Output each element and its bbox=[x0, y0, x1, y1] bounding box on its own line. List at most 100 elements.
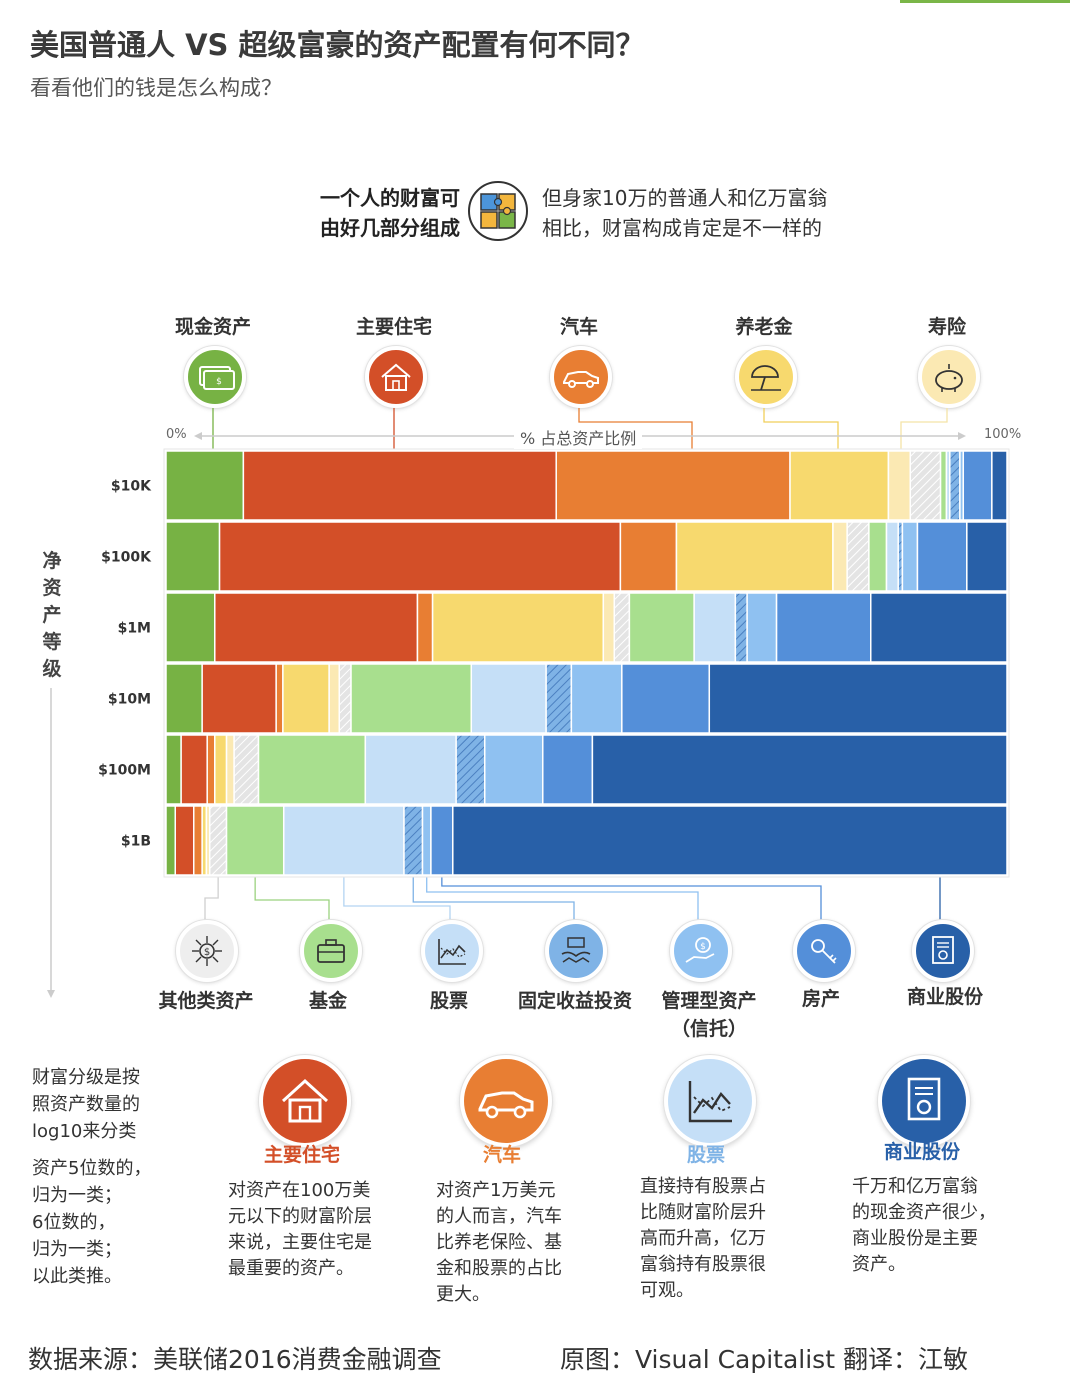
intro-text-line: 相比，财富构成肯定是不一样的 bbox=[542, 216, 822, 240]
note-line: 归为一类； bbox=[32, 1185, 122, 1206]
category-label-funds: 基金 bbox=[308, 990, 347, 1012]
category-label-car: 汽车 bbox=[559, 316, 598, 338]
bar-segment bbox=[338, 663, 352, 734]
intro-bold-line: 由好几部分组成 bbox=[320, 216, 460, 240]
bar-segment bbox=[962, 450, 993, 521]
intro-bold-line: 一个人的财富可 bbox=[320, 186, 460, 210]
connector-trust bbox=[426, 875, 699, 920]
axis-left-label: 0% bbox=[166, 427, 187, 442]
bar-segment bbox=[350, 663, 473, 734]
row-label: $10M bbox=[108, 692, 151, 708]
bar-segment bbox=[233, 734, 260, 805]
house-icon bbox=[259, 1055, 351, 1147]
annotation-body-car: 对资产1万美元 的人而言，汽车 比养老保险、基 金和股票的占比 更大。 bbox=[436, 1178, 606, 1308]
annotation-line: 比养老保险、基 bbox=[436, 1232, 562, 1253]
annotation-line: 千万和亿万富翁 bbox=[852, 1176, 978, 1197]
category-label-cash: 现金资产 bbox=[174, 316, 251, 338]
bar-segment bbox=[613, 592, 631, 663]
bar-segment bbox=[201, 663, 277, 734]
annotation-line: 富翁持有股票很 bbox=[640, 1254, 766, 1275]
classification-note: 财富分级是按 照资产数量的 log10来分类 资产5位数的， 归为一类； 6位数… bbox=[32, 1064, 202, 1290]
annotation-title-house: 主要住宅 bbox=[263, 1144, 340, 1166]
note-line: 资产5位数的， bbox=[32, 1158, 152, 1179]
bar-segment bbox=[214, 592, 419, 663]
keys-icon bbox=[793, 920, 855, 982]
bar-segment bbox=[165, 521, 221, 592]
bar-segment bbox=[431, 592, 605, 663]
connector-stocks bbox=[343, 875, 451, 920]
bar-segment bbox=[628, 592, 695, 663]
cash-icon: $ bbox=[184, 346, 246, 408]
row-label: $10K bbox=[111, 479, 152, 495]
intro-text-line: 但身家10万的普通人和亿万富翁 bbox=[542, 186, 828, 210]
note-line: 归为一类； bbox=[32, 1239, 122, 1260]
category-label-trust: 管理型资产（信托） bbox=[661, 990, 757, 1040]
intro-bold-text: 一个人的财富可 由好几部分组成 bbox=[270, 183, 460, 243]
bar-segment bbox=[165, 734, 182, 805]
bar-segment bbox=[901, 521, 919, 592]
bar-segment bbox=[870, 592, 1008, 663]
puzzle-icon bbox=[467, 180, 529, 242]
category-label-business: 商业股份 bbox=[906, 986, 983, 1008]
bar-segment bbox=[165, 450, 245, 521]
category-label-house: 主要住宅 bbox=[355, 316, 432, 338]
annotation-line: 直接持有股票占 bbox=[640, 1176, 766, 1197]
bar-segment bbox=[225, 805, 285, 876]
note-line: log10来分类 bbox=[32, 1121, 137, 1142]
category-label-other: 其他类资产 bbox=[158, 990, 254, 1012]
note-line: 照资产数量的 bbox=[32, 1094, 140, 1115]
bar-segment bbox=[966, 521, 1008, 592]
annotation-title-business: 商业股份 bbox=[883, 1141, 960, 1163]
bar-segment bbox=[206, 734, 216, 805]
bar-segment bbox=[746, 592, 778, 663]
category-label-life-insurance: 寿险 bbox=[927, 316, 966, 338]
note-line: 6位数的， bbox=[32, 1212, 116, 1233]
note-line: 财富分级是按 bbox=[32, 1067, 140, 1088]
connector-lines bbox=[204, 408, 948, 920]
bar-segment bbox=[416, 592, 434, 663]
piggy-bank-icon bbox=[918, 346, 980, 408]
category-label-pension: 养老金 bbox=[735, 316, 793, 338]
bar-segment bbox=[868, 521, 888, 592]
bar-segment bbox=[328, 663, 340, 734]
dollar-network-icon: $ bbox=[176, 920, 238, 982]
annotation-title-stocks: 股票 bbox=[686, 1144, 725, 1166]
bar-segment bbox=[591, 734, 1008, 805]
certificate-icon bbox=[878, 1055, 970, 1147]
row-label: $1M bbox=[118, 621, 151, 637]
row-label: $100K bbox=[101, 550, 152, 566]
y-axis-arrow bbox=[47, 990, 55, 998]
stock-chart-icon bbox=[421, 920, 483, 982]
bar-segment bbox=[708, 663, 1008, 734]
svg-text:$: $ bbox=[204, 947, 210, 958]
bar-segment bbox=[218, 521, 622, 592]
stock-chart-icon bbox=[664, 1055, 756, 1147]
bar-segment bbox=[452, 805, 1008, 876]
bar-segment bbox=[570, 663, 623, 734]
bar-segment bbox=[193, 805, 203, 876]
bar-segment bbox=[545, 663, 573, 734]
connector-pension bbox=[763, 408, 839, 451]
svg-text:$: $ bbox=[216, 377, 222, 387]
bar-segment bbox=[887, 450, 912, 521]
connector-funds bbox=[254, 875, 330, 920]
annotation-title-car: 汽车 bbox=[482, 1144, 521, 1166]
money-hands-icon bbox=[545, 920, 607, 982]
bar-segment bbox=[282, 805, 405, 876]
row-label: $1B bbox=[121, 834, 151, 850]
connector-other bbox=[204, 875, 219, 920]
category-label-real-estate: 房产 bbox=[801, 988, 840, 1010]
bar-segment bbox=[483, 734, 544, 805]
bar-segment bbox=[916, 521, 968, 592]
annotation-line: 商业股份是主要 bbox=[852, 1228, 978, 1249]
bar-segment bbox=[991, 450, 1008, 521]
bar-segment bbox=[846, 521, 870, 592]
connector-fixed-income bbox=[412, 875, 575, 920]
annotation-line: 的现金资产很少， bbox=[852, 1202, 996, 1223]
annotation-line: 的人而言，汽车 bbox=[436, 1206, 562, 1227]
bar-segment bbox=[257, 734, 367, 805]
bar-segment bbox=[225, 734, 235, 805]
page-subtitle: 看看他们的钱是怎么构成？ bbox=[30, 76, 282, 100]
bar-segment bbox=[165, 805, 177, 876]
bar-segment bbox=[403, 805, 424, 876]
